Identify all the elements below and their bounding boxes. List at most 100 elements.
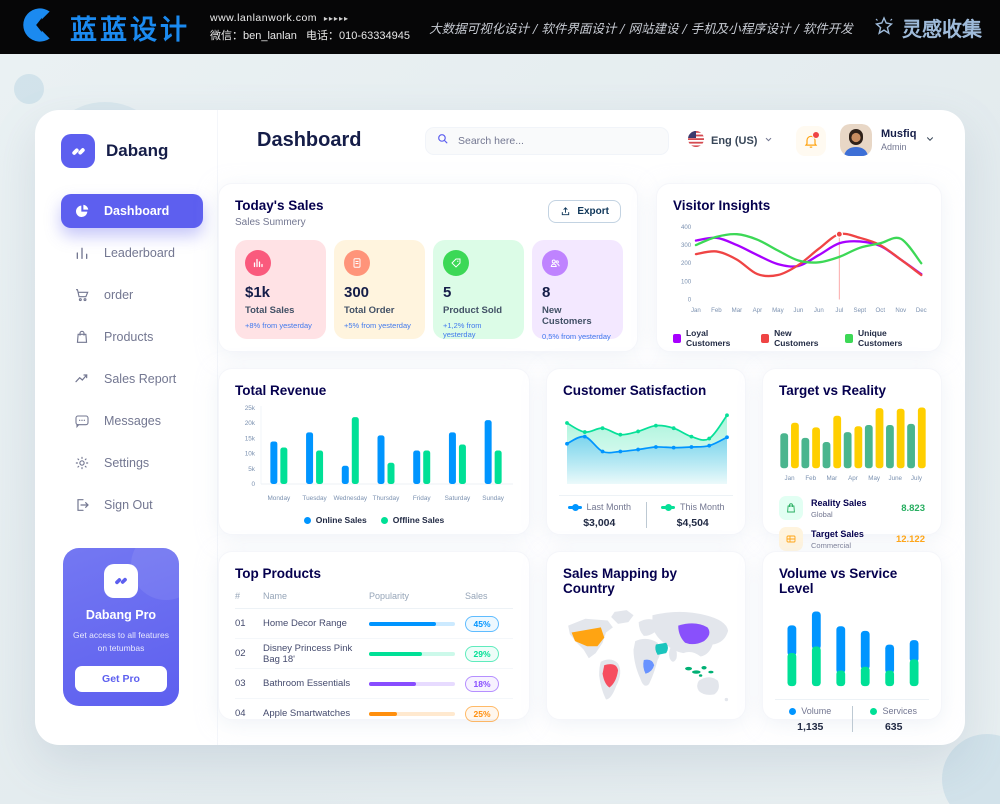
legend-volume: Volume 1,135 [779,706,842,733]
table-row: 02 Disney Princess Pink Bag 18' 29% [235,639,513,669]
sidebar-item-order[interactable]: order [61,278,203,312]
bag-icon [73,329,90,345]
legend-loyal-customers: Loyal Customers [673,328,747,348]
users-icon [542,250,568,276]
search-input[interactable] [425,127,669,155]
legend-last-month: Last Month $3,004 [563,502,636,529]
app-title: Dabang [106,141,169,160]
sidebar-item-label: Leaderboard [104,246,175,260]
sales-map-card: Sales Mapping by Country [546,551,746,720]
search-field[interactable] [456,134,658,148]
sales-badge: 18% [465,675,499,692]
svg-text:15k: 15k [245,435,256,442]
sales-badge: 45% [465,615,499,632]
customer-satisfaction-chart [565,413,729,484]
tag-icon [443,250,469,276]
leaderboard-icon [73,245,90,261]
card-title: Volume vs Service Level [779,566,898,596]
svg-text:July: July [911,475,923,482]
sparkle-icon [874,16,894,35]
banner-url: www.lanlanwork.com ▸▸▸▸▸ [210,11,349,24]
sidebar-item-sign-out[interactable]: Sign Out [61,488,203,522]
legend-offline-sales: Offline Sales [380,515,444,525]
svg-text:Feb: Feb [805,475,816,482]
dashboard-icon [73,203,90,219]
sales-chart-icon [245,250,271,276]
svg-text:Jul: Jul [835,307,843,314]
svg-text:25k: 25k [245,405,256,412]
order-receipt-icon [344,250,370,276]
promo-banner: 蓝蓝设计 www.lanlanwork.com ▸▸▸▸▸ 微信：ben_lan… [0,0,1000,54]
stat-total-order: 300 Total Order +5% from yesterday [334,240,425,339]
sidebar-nav: Dashboard Leaderboard order Products [61,194,217,522]
map-greenland [611,610,634,624]
user-name: Musfiq [881,128,917,140]
language-label: Eng (US) [711,134,758,147]
svg-text:Jan: Jan [691,307,701,314]
gear-icon [73,455,90,471]
banner-services: 大数据可视化设计 / 软件界面设计 / 网站建设 / 手机及小程序设计 / 软件… [429,20,853,36]
divider [851,706,853,732]
pro-card: Dabang Pro Get access to all features on… [63,548,179,706]
sidebar-item-sales-report[interactable]: Sales Report [61,362,203,396]
volume-service-card: Volume vs Service Level Volume 1,135 Ser… [762,551,942,733]
svg-text:5k: 5k [248,466,256,473]
svg-text:May: May [772,307,784,314]
user-menu[interactable]: Musfiq Admin [840,124,935,156]
user-role: Admin [881,142,907,152]
page-title: Dashboard [257,129,362,151]
today-sales-card: Today's Sales Sales Summery Export $1k T… [218,183,638,352]
svg-text:200: 200 [681,260,692,267]
svg-text:Jun: Jun [793,307,803,314]
table-header: # Name Popularity Sales [235,591,513,609]
user-info: Musfiq Admin [881,128,916,152]
legend-target-sales: Target Sales Commercial 12.122 [779,527,925,551]
topbar: Dashboard Eng (US) [218,110,965,172]
legend-this-month: This Month $4,504 [656,502,729,529]
svg-text:June: June [889,475,903,482]
sidebar-item-products[interactable]: Products [61,320,203,354]
card-subtitle: Sales Summery [235,217,306,228]
customer-satisfaction-card: Customer Satisfaction Last Month $3,004 … [546,368,746,535]
volume-service-chart [787,611,919,687]
svg-text:Nov: Nov [895,307,907,314]
svg-text:Mar: Mar [732,307,743,314]
lanlan-logo-icon [18,6,56,49]
chart-legend: Volume 1,135 Services 635 [779,706,925,733]
export-button[interactable]: Export [548,200,621,223]
main-content: Dashboard Eng (US) [218,110,965,745]
map-indonesia [685,666,714,677]
sidebar-item-messages[interactable]: Messages [61,404,203,438]
svg-text:20k: 20k [245,420,256,427]
sidebar-item-dashboard[interactable]: Dashboard [61,194,203,228]
svg-text:Dec: Dec [916,307,927,314]
stat-new-customers: 8 New Customers 0,5% from yesterday [532,240,623,341]
line-chart-icon [73,371,90,387]
svg-text:100: 100 [681,278,692,285]
sidebar: Dabang Dashboard Leaderboard order [35,110,218,745]
sidebar-item-label: Sales Report [104,372,177,386]
card-title: Customer Satisfaction [563,383,707,398]
sidebar-item-leaderboard[interactable]: Leaderboard [61,236,203,270]
svg-text:Wednesday: Wednesday [333,495,367,502]
us-flag-icon [688,131,704,150]
stat-product-sold: 5 Product Sold +1,2% from yesterday [433,240,524,339]
stats-row: $1k Total Sales +8% from yesterday 300 T… [235,240,623,341]
divider [559,495,733,496]
svg-text:Thursday: Thursday [373,495,400,502]
legend-online-sales: Online Sales [303,515,367,525]
brand-name-cn: 蓝蓝设计 [70,14,190,45]
language-selector[interactable]: Eng (US) [688,131,773,150]
notifications-button[interactable] [796,126,826,156]
sidebar-item-label: Sign Out [104,498,153,512]
legend-reality-sales: Reality Sales Global 8.823 [779,496,925,520]
dabang-logo-icon [61,134,95,168]
svg-text:400: 400 [681,224,692,231]
notification-dot [812,131,820,139]
sidebar-item-settings[interactable]: Settings [61,446,203,480]
sales-badge: 25% [465,705,499,722]
world-map [568,610,729,702]
card-title: Visitor Insights [673,198,771,213]
get-pro-button[interactable]: Get Pro [75,665,167,692]
